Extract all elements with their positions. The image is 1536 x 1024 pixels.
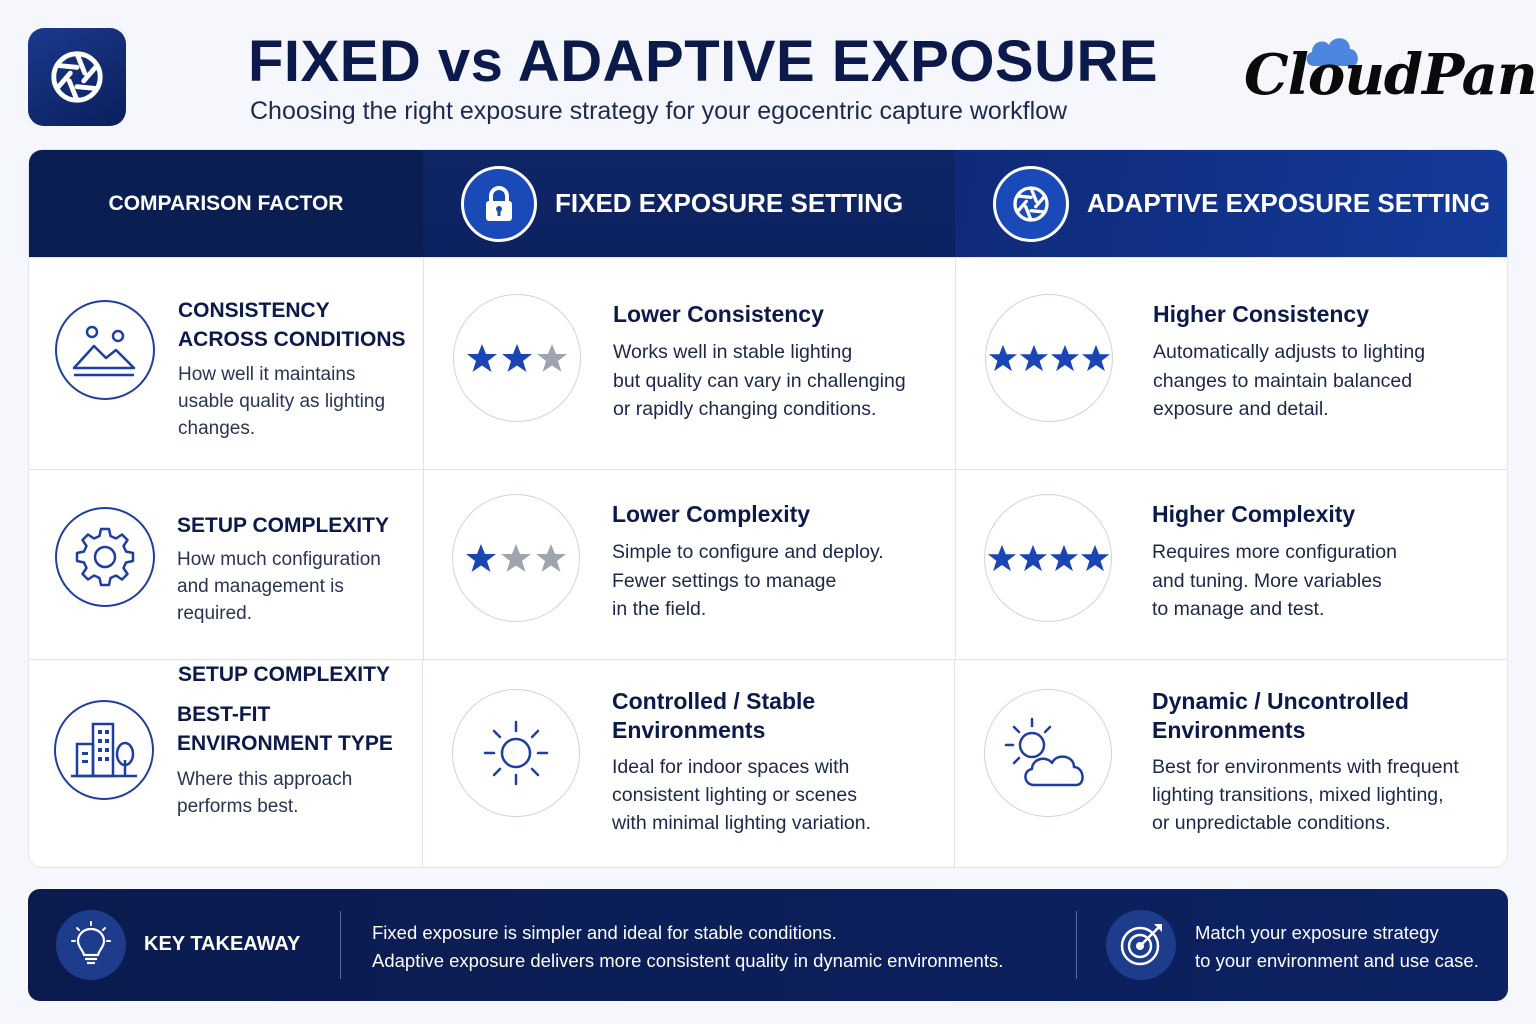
star-rating	[988, 343, 1111, 373]
rating	[453, 294, 581, 422]
star-filled-icon	[1081, 344, 1110, 372]
column-header-label: FIXED EXPOSURE SETTING	[555, 188, 904, 218]
page-subtitle: Choosing the right exposure strategy for…	[250, 97, 1068, 125]
brand-logo: CloudPano	[1240, 36, 1536, 116]
brand-wordmark: CloudPano	[1244, 42, 1536, 108]
option-description: Automatically adjusts to lighting	[1153, 341, 1426, 363]
factor-description: changes.	[178, 418, 256, 439]
option-title: Lower Consistency	[613, 301, 824, 327]
option-description: or rapidly changing conditions.	[613, 398, 877, 420]
key-takeaway-banner: KEY TAKEAWAY Fixed exposure is simpler a…	[28, 889, 1508, 1001]
comparison-table: COMPARISON FACTOR FIXED EXPOSURE SETTING	[28, 149, 1508, 868]
takeaway-text: to your environment and use case.	[1195, 950, 1479, 971]
column-header-adaptive: ADAPTIVE EXPOSURE SETTING	[955, 150, 1507, 257]
target-icon	[1106, 910, 1176, 980]
column-header-label: COMPARISON FACTOR	[108, 191, 344, 215]
table-header: COMPARISON FACTOR FIXED EXPOSURE SETTING	[29, 150, 1507, 257]
star-filled-icon	[467, 344, 497, 372]
key-takeaway-label: KEY TAKEAWAY	[144, 933, 301, 955]
star-empty-icon	[537, 344, 567, 372]
star-filled-icon	[1019, 344, 1048, 372]
gear-icon	[55, 507, 155, 607]
star-rating	[466, 343, 568, 373]
option-description: exposure and detail.	[1153, 398, 1329, 420]
lock-icon	[461, 165, 537, 242]
factor-title: CONSISTENCY	[178, 299, 330, 322]
column-header-label: ADAPTIVE EXPOSURE SETTING	[1087, 188, 1491, 218]
app-logo	[28, 28, 126, 126]
star-filled-icon	[502, 344, 532, 372]
factor-title: ACROSS CONDITIONS	[178, 328, 406, 351]
aperture-icon	[51, 51, 103, 103]
star-filled-icon	[1050, 344, 1079, 372]
factor-cell: CONSISTENCY ACROSS CONDITIONS How well i…	[29, 258, 423, 469]
page-title: FIXED vs ADAPTIVE EXPOSURE	[248, 29, 1159, 94]
table-row: CONSISTENCY ACROSS CONDITIONS How well i…	[29, 257, 1507, 470]
adaptive-cell: Higher Consistency Automatically adjusts…	[955, 258, 1507, 469]
factor-title: SETUP COMPLEXITY	[178, 663, 390, 686]
option-description: Works well in stable lighting	[613, 341, 853, 363]
cloud-icon	[1306, 38, 1358, 66]
takeaway-text: Match your exposure strategy	[1195, 922, 1439, 943]
lightbulb-icon	[56, 910, 126, 980]
factor-description: How well it maintains	[178, 364, 356, 385]
factor-description: usable quality as lighting	[178, 391, 386, 412]
factor-cell: SETUP COMPLEXITY	[29, 470, 423, 686]
column-header-factor: COMPARISON FACTOR	[29, 150, 423, 257]
option-title: Higher Consistency	[1153, 301, 1369, 327]
column-header-fixed: FIXED EXPOSURE SETTING	[423, 150, 955, 257]
option-description: changes to maintain balanced	[1153, 369, 1413, 392]
star-filled-icon	[988, 344, 1017, 372]
aperture-icon	[993, 165, 1069, 242]
takeaway-text: Adaptive exposure delivers more consiste…	[372, 950, 1004, 971]
mountains-icon	[55, 300, 155, 400]
option-description: but quality can vary in challenging	[613, 369, 906, 392]
takeaway-text: Fixed exposure is simpler and ideal for …	[372, 922, 837, 943]
table-row: SETUP COMPLEXITY	[29, 469, 1507, 686]
rating	[985, 294, 1113, 422]
fixed-cell: Lower Consistency Works well in stable l…	[423, 258, 955, 469]
